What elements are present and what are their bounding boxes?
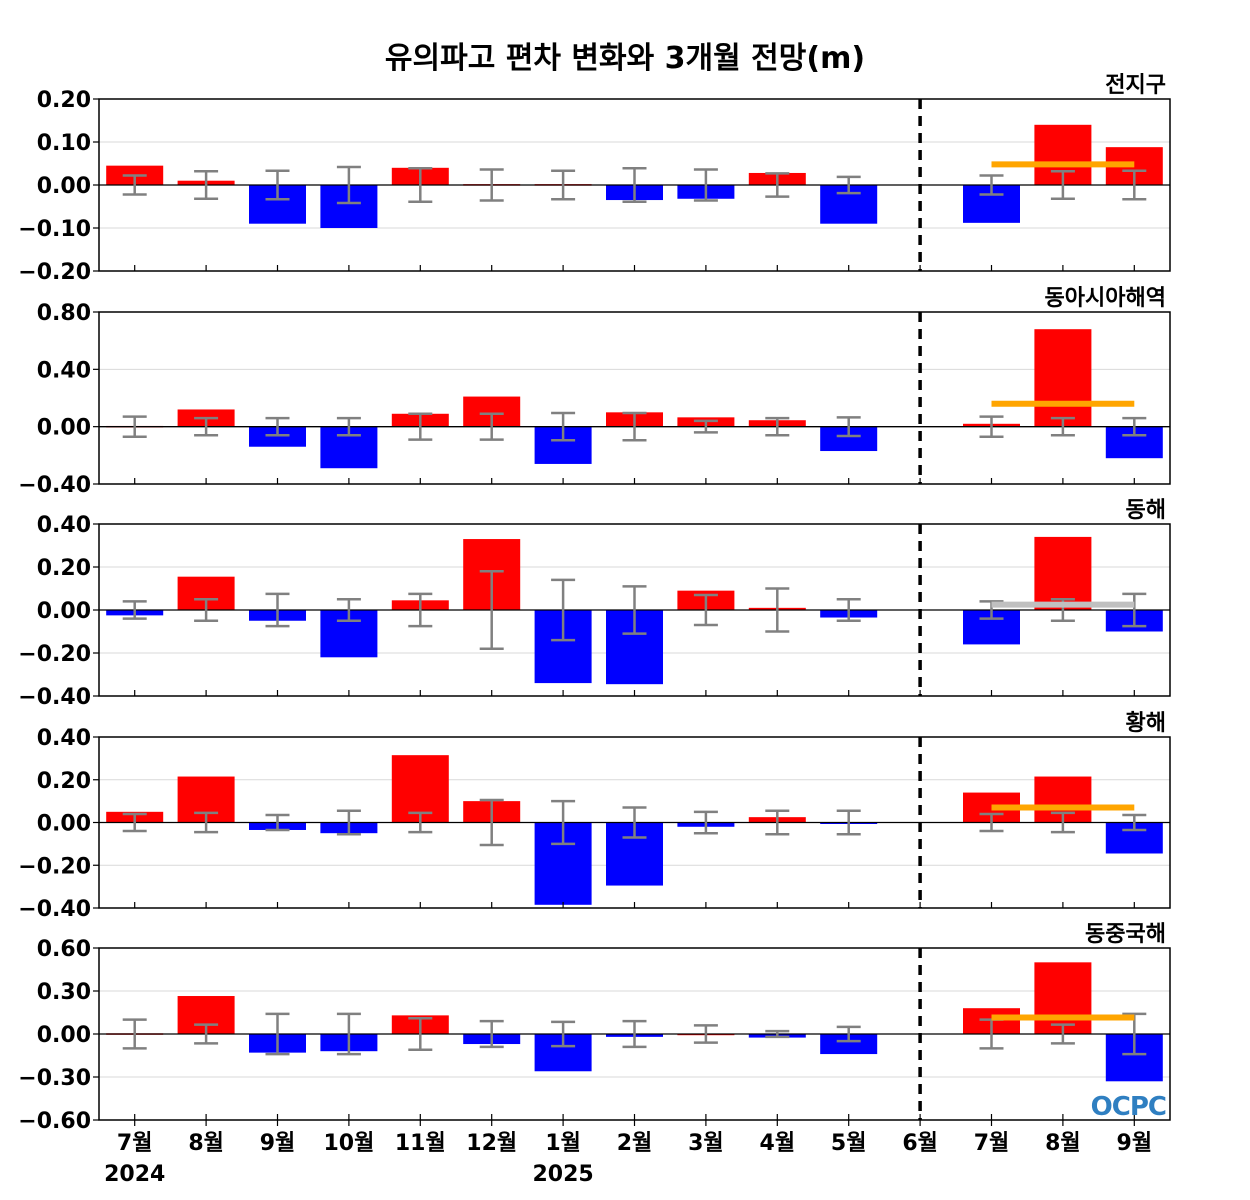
y-tick-label: 0.40 <box>37 358 91 383</box>
panel-1: 0.20 0.10 0.00 −0.10 −0.20 전지구 <box>18 73 1171 285</box>
y-tick-label: 0.20 <box>37 556 91 581</box>
year-label: 2024 <box>104 1162 165 1187</box>
x-tick-label: 11월 <box>395 1131 446 1156</box>
x-tick-label: 1월 <box>545 1131 581 1156</box>
panel-title: 동아시아해역 <box>1045 286 1166 311</box>
panel-2: 0.80 0.40 0.00 −0.40 동아시아해역 <box>18 286 1171 498</box>
y-tick-label: −0.30 <box>18 1066 91 1091</box>
y-tick-label: 0.80 <box>37 301 91 326</box>
x-tick-label: 7월 <box>117 1131 153 1156</box>
x-tick-label: 12월 <box>466 1131 517 1156</box>
x-tick-label: 5월 <box>831 1131 867 1156</box>
y-tick-label: 0.10 <box>37 131 91 156</box>
y-tick-label: 0.00 <box>37 599 91 624</box>
x-tick-label: 9월 <box>260 1131 296 1156</box>
y-tick-label: −0.10 <box>18 217 91 242</box>
y-tick-label: −0.40 <box>18 897 91 922</box>
panel-frame <box>98 311 1171 485</box>
x-tick-label: 9월 <box>1117 1131 1153 1156</box>
bar <box>249 426 306 447</box>
bar <box>820 1034 878 1055</box>
y-tick-label: 0.20 <box>37 769 91 794</box>
x-tick-label: 2월 <box>617 1131 653 1156</box>
y-tick-label: −0.60 <box>18 1109 91 1134</box>
panel-3: 0.40 0.20 0.00 −0.20 −0.40 동해 <box>18 498 1171 710</box>
y-tick-label: 0.00 <box>37 416 91 441</box>
bar <box>1034 329 1092 427</box>
x-tick-label: 8월 <box>1045 1131 1081 1156</box>
panels-group: 0.20 0.10 0.00 −0.10 −0.20 전지구 0.80 0.40 0.00 −0.… <box>18 73 1171 1134</box>
x-tick-label: 4월 <box>760 1131 796 1156</box>
y-tick-label: −0.20 <box>18 854 91 879</box>
x-tick-label: 7월 <box>974 1131 1010 1156</box>
y-tick-label: 0.00 <box>37 1023 91 1048</box>
y-tick-label: 0.00 <box>37 174 91 199</box>
ocpc-logo: OCPC <box>1091 1092 1166 1122</box>
bar <box>391 755 449 823</box>
year-label: 2025 <box>532 1162 593 1187</box>
x-tick-label: 6월 <box>902 1131 938 1156</box>
panel-title: 황해 <box>1126 711 1166 736</box>
y-tick-label: 0.00 <box>37 812 91 837</box>
panel-title: 동해 <box>1126 498 1166 523</box>
x-axis: 7월 8월 9월 10월 11월 12월 1월 2월 3월 4월 5월 6월 7월 8월 9월 2024 202… <box>104 1120 1152 1187</box>
panel-title: 동중국해 <box>1085 922 1166 947</box>
bar <box>1034 536 1092 610</box>
chart-title: 유의파고 편차 변화와 3개월 전망(m) <box>385 41 865 76</box>
y-tick-label: −0.20 <box>18 642 91 667</box>
y-tick-label: 0.60 <box>37 937 91 962</box>
y-tick-label: 0.30 <box>37 980 91 1005</box>
y-tick-label: 0.20 <box>37 88 91 113</box>
panel-4: 0.40 0.20 0.00 −0.20 −0.40 황해 <box>18 711 1171 922</box>
x-tick-label: 8월 <box>188 1131 224 1156</box>
bar <box>1034 962 1092 1034</box>
x-tick-label: 10월 <box>323 1131 374 1156</box>
y-tick-label: −0.40 <box>18 473 91 498</box>
y-tick-label: 0.40 <box>37 513 91 538</box>
panel-title: 전지구 <box>1105 73 1166 98</box>
y-tick-label: −0.20 <box>18 260 91 285</box>
y-tick-label: 0.40 <box>37 726 91 751</box>
x-tick-label: 3월 <box>688 1131 724 1156</box>
y-tick-label: −0.40 <box>18 685 91 710</box>
panel-5: 0.60 0.30 0.00 −0.30 −0.60 동중국해 <box>18 922 1171 1134</box>
